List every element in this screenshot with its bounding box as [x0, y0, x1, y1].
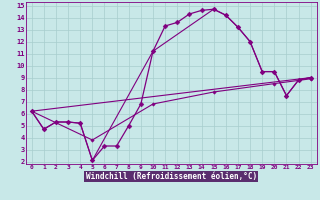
X-axis label: Windchill (Refroidissement éolien,°C): Windchill (Refroidissement éolien,°C) [86, 172, 257, 181]
